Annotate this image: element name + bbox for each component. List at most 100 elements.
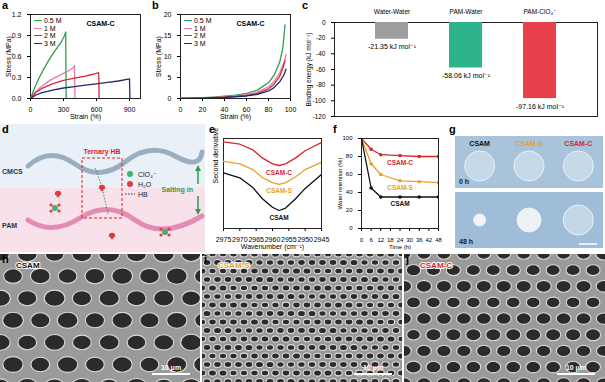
svg-text:Time (h): Time (h) xyxy=(389,244,411,250)
svg-text:Water retention (%): Water retention (%) xyxy=(337,158,343,210)
html-text:2970 2965 2960 2955 2950: 2970 2965 2960 2955 2950 xyxy=(232,236,313,244)
svg-text:18: 18 xyxy=(387,237,394,243)
svg-text:48 h: 48 h xyxy=(459,238,473,245)
svg-text:60: 60 xyxy=(242,106,251,114)
svg-text:CSAM-C: CSAM-C xyxy=(87,20,115,27)
html-text:2 M: 2 M xyxy=(44,32,56,39)
html-text:b: b xyxy=(152,0,159,11)
svg-text:PAM-ClO₄⁻: PAM-ClO₄⁻ xyxy=(523,8,556,15)
svg-text:42: 42 xyxy=(426,237,433,243)
svg-text:2975: 2975 xyxy=(216,236,232,243)
svg-text:CSAM: CSAM xyxy=(469,140,490,147)
svg-text:48: 48 xyxy=(435,237,442,243)
svg-text:Salting in: Salting in xyxy=(162,186,194,194)
svg-text:Strain (%): Strain (%) xyxy=(220,113,251,121)
svg-text:0.9: 0.9 xyxy=(12,32,22,39)
svg-text:-21.35 kJ mol⁻¹: -21.35 kJ mol⁻¹ xyxy=(368,43,417,50)
svg-text:CSAM-S: CSAM-S xyxy=(218,261,250,270)
svg-text:0: 0 xyxy=(322,19,326,26)
svg-text:-100: -100 xyxy=(312,97,325,104)
svg-text:0: 0 xyxy=(179,106,183,113)
svg-text:300: 300 xyxy=(58,106,70,113)
svg-text:0: 0 xyxy=(168,95,172,102)
svg-text:-97.16 kJ mol⁻¹: -97.16 kJ mol⁻¹ xyxy=(516,103,565,110)
svg-text:0 h: 0 h xyxy=(459,178,469,185)
svg-text:40: 40 xyxy=(220,106,229,114)
html-text:3 M: 3 M xyxy=(194,39,206,47)
svg-text:1.2: 1.2 xyxy=(12,11,22,18)
svg-text:CSAM: CSAM xyxy=(390,200,409,207)
svg-text:Binding energy (kJ mol⁻¹): Binding energy (kJ mol⁻¹) xyxy=(305,33,313,107)
svg-text:Water-Water: Water-Water xyxy=(374,8,411,15)
svg-text:CSAM-S: CSAM-S xyxy=(515,140,543,147)
svg-text:100: 100 xyxy=(285,106,297,113)
svg-text:900: 900 xyxy=(124,106,136,113)
svg-text:0: 0 xyxy=(29,106,33,113)
svg-text:CSAM: CSAM xyxy=(16,261,40,270)
svg-text:15: 15 xyxy=(164,32,172,39)
svg-text:CSAM-S: CSAM-S xyxy=(387,184,413,191)
svg-text:Wavenumber (cm⁻¹): Wavenumber (cm⁻¹) xyxy=(241,243,304,251)
svg-text:-80: -80 xyxy=(316,81,326,88)
svg-text:Stress (MPa): Stress (MPa) xyxy=(5,36,13,77)
html-text:1 M: 1 M xyxy=(194,24,206,32)
svg-text:12: 12 xyxy=(377,237,384,243)
svg-text:0: 0 xyxy=(360,237,364,243)
svg-text:80: 80 xyxy=(265,106,273,113)
svg-text:Stress (MPa): Stress (MPa) xyxy=(155,36,163,77)
svg-text:100: 100 xyxy=(342,135,353,141)
svg-text:CSAM: CSAM xyxy=(269,214,288,221)
svg-text:80: 80 xyxy=(346,153,353,159)
svg-text:30: 30 xyxy=(406,237,413,243)
svg-text:CSAM-C: CSAM-C xyxy=(564,140,592,147)
svg-text:20: 20 xyxy=(346,207,353,213)
svg-text:PAM-Water: PAM-Water xyxy=(450,8,484,15)
svg-text:0.3: 0.3 xyxy=(12,74,22,81)
svg-text:H₂O: H₂O xyxy=(138,181,152,188)
svg-text:Ternary HB: Ternary HB xyxy=(83,148,120,156)
svg-text:2945: 2945 xyxy=(314,236,330,243)
svg-text:PAM: PAM xyxy=(2,222,17,229)
html-text:2 M: 2 M xyxy=(194,32,206,39)
svg-text:10 μm: 10 μm xyxy=(161,364,181,372)
svg-text:Second derivative: Second derivative xyxy=(212,128,219,184)
svg-text:CSAM-C: CSAM-C xyxy=(387,159,413,166)
svg-text:CSAM-S: CSAM-S xyxy=(266,187,292,194)
svg-text:5: 5 xyxy=(168,74,172,81)
svg-text:10: 10 xyxy=(164,53,172,60)
svg-text:HB: HB xyxy=(138,191,148,198)
html-text:0.5 M: 0.5 M xyxy=(44,17,62,24)
svg-text:24: 24 xyxy=(397,237,404,243)
svg-text:-20: -20 xyxy=(316,34,326,41)
svg-text:60: 60 xyxy=(346,171,353,177)
svg-text:0.0: 0.0 xyxy=(12,95,22,102)
svg-text:0: 0 xyxy=(349,225,353,231)
svg-text:10 μm: 10 μm xyxy=(363,364,383,372)
svg-text:CSAM-C: CSAM-C xyxy=(420,261,452,270)
html-text:3 M: 3 M xyxy=(44,39,56,47)
html-text:0.5 M: 0.5 M xyxy=(194,17,212,24)
html-text:1 M: 1 M xyxy=(44,24,56,32)
svg-text:20: 20 xyxy=(199,106,207,113)
svg-text:Strain (%): Strain (%) xyxy=(70,113,101,121)
svg-text:20: 20 xyxy=(164,11,172,18)
svg-text:-120: -120 xyxy=(312,113,325,120)
html-text:h: h xyxy=(2,253,9,265)
svg-text:-40: -40 xyxy=(316,50,326,57)
svg-text:CSAM-C: CSAM-C xyxy=(237,20,265,27)
svg-text:0.6: 0.6 xyxy=(12,53,22,60)
html-text:a: a xyxy=(2,0,9,11)
svg-text:-58.06 kJ mol⁻¹: -58.06 kJ mol⁻¹ xyxy=(442,72,491,79)
svg-text:36: 36 xyxy=(416,237,423,243)
svg-text:6: 6 xyxy=(369,237,373,243)
html-text:d: d xyxy=(2,123,9,135)
svg-text:ClO₄⁻: ClO₄⁻ xyxy=(138,171,157,178)
svg-text:10 μm: 10 μm xyxy=(566,364,586,372)
svg-text:CMCS: CMCS xyxy=(2,168,23,175)
svg-text:-60: -60 xyxy=(316,66,326,73)
svg-text:CSAM-C: CSAM-C xyxy=(266,169,292,176)
svg-text:40: 40 xyxy=(346,189,353,195)
html-text:c: c xyxy=(302,0,309,11)
html-text:g: g xyxy=(449,123,456,135)
svg-text:600: 600 xyxy=(90,106,103,114)
